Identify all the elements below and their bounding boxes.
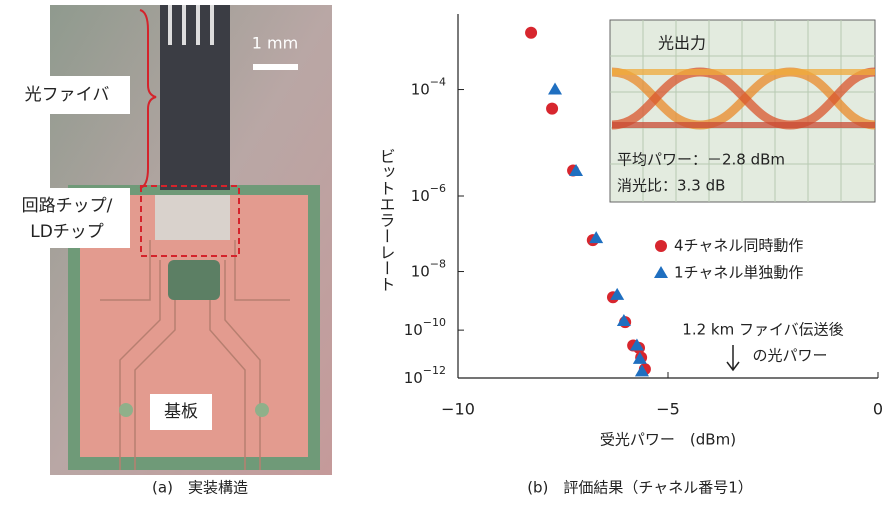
annotation: の光パワー bbox=[752, 347, 827, 365]
triangle-marker bbox=[616, 313, 631, 326]
triangle-marker bbox=[632, 351, 647, 364]
y-tick-label: 10−8 bbox=[411, 258, 446, 281]
y-tick-label: 10−10 bbox=[404, 316, 446, 339]
x-tick-label: 0 bbox=[873, 400, 882, 419]
inset: 光出力 平均パワー：－2.8 dBm 消光比：3.3 dB bbox=[609, 19, 876, 203]
fiber-label: 光ファイバ bbox=[25, 85, 110, 105]
scale-label: 1 mm bbox=[252, 34, 298, 53]
pad bbox=[255, 403, 269, 417]
y-tick-label: 10−6 bbox=[411, 182, 446, 205]
circle-marker bbox=[525, 26, 538, 39]
triangle-marker bbox=[589, 231, 604, 244]
x-tick-label: −10 bbox=[441, 400, 475, 419]
inset-text: 平均パワー：－2.8 dBm bbox=[617, 151, 785, 169]
circle-marker bbox=[655, 240, 667, 252]
x-tick-label: −5 bbox=[656, 400, 680, 419]
board-label: 基板 bbox=[164, 402, 198, 422]
caption: (b) 評価結果（チャネル番号1） bbox=[527, 479, 753, 497]
label-box bbox=[4, 76, 130, 114]
triangle-marker bbox=[634, 364, 649, 377]
inset-text: 消光比：3.3 dB bbox=[617, 177, 725, 195]
brace bbox=[139, 9, 157, 189]
y-axis-label: ビットエラーレート bbox=[377, 148, 396, 292]
x-axis-label: 受光パワー (dBm) bbox=[600, 431, 736, 449]
photo: 1 mm 光ファイバ 回路チップ/ LDチップ 基板 (a) 実装構造 bbox=[4, 5, 332, 497]
legend-label: 1チャネル単独動作 bbox=[674, 264, 803, 282]
caption: (a) 実装構造 bbox=[152, 479, 248, 497]
y-tick-label: 10−4 bbox=[411, 76, 446, 99]
eye bbox=[611, 67, 876, 130]
triangle-marker bbox=[654, 266, 668, 278]
chip-outline bbox=[140, 185, 240, 257]
triangle-marker bbox=[610, 287, 625, 300]
annotation-arrow bbox=[726, 345, 740, 372]
label-box bbox=[4, 188, 130, 248]
y-tick-label: 10−12 bbox=[404, 364, 446, 387]
chip bbox=[155, 195, 230, 240]
inset-title: 光出力 bbox=[658, 34, 706, 53]
label-box bbox=[150, 394, 212, 430]
chip-label: 回路チップ/ bbox=[22, 196, 113, 216]
circle-marker bbox=[546, 102, 559, 115]
triangle-marker bbox=[629, 338, 644, 351]
pad bbox=[119, 403, 133, 417]
annotation: 1.2 km ファイバ伝送後 bbox=[682, 321, 843, 339]
legend-label: 4チャネル同時動作 bbox=[674, 237, 803, 255]
chip-label: LDチップ bbox=[30, 222, 104, 242]
triangle-marker bbox=[548, 82, 563, 95]
triangle-marker bbox=[569, 164, 584, 177]
scale-bar bbox=[253, 64, 298, 70]
cavity bbox=[168, 260, 220, 300]
